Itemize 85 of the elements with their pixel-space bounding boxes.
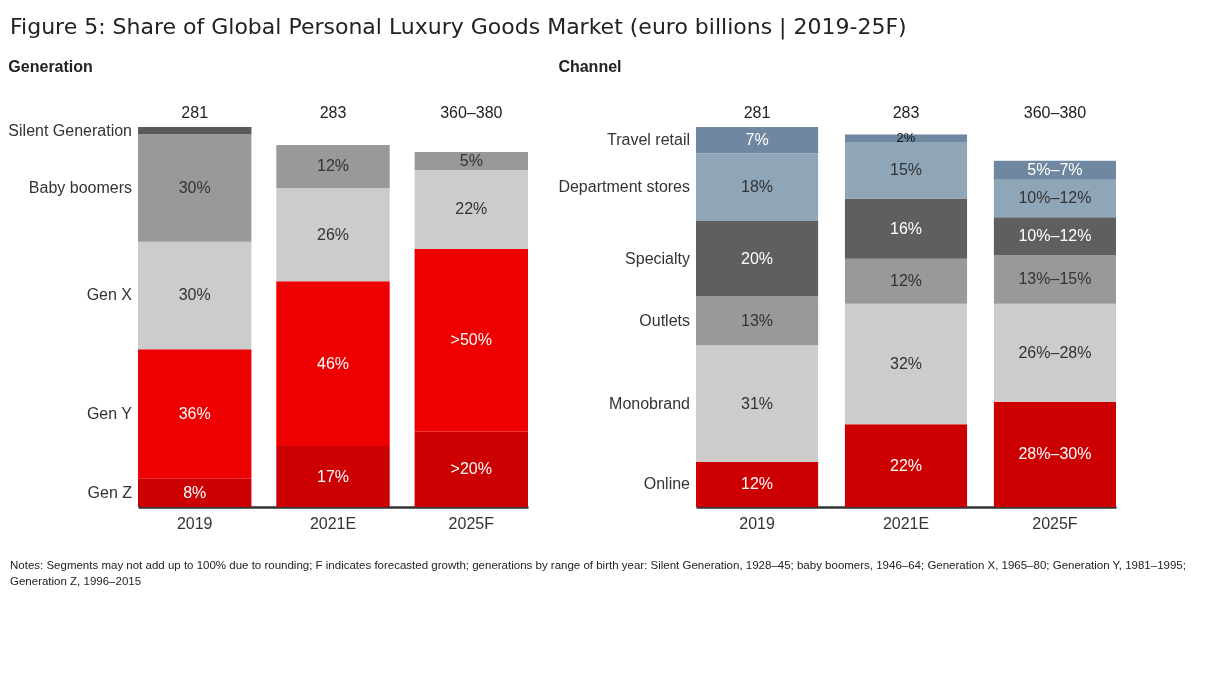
series-label: Silent Generation — [8, 121, 132, 139]
series-label: Department stores — [558, 178, 690, 196]
bar — [138, 134, 252, 242]
data-label: 2% — [896, 130, 916, 146]
series-label: Gen X — [86, 286, 133, 304]
data-label: 31% — [741, 394, 774, 412]
bar — [844, 198, 968, 259]
series-label: Baby boomers — [28, 178, 132, 196]
bar — [276, 446, 390, 507]
bar — [276, 281, 390, 447]
data-label: 18% — [741, 178, 774, 196]
data-label: >50% — [450, 331, 492, 349]
x-tick-label: 2025F — [1032, 514, 1078, 532]
data-label: 17% — [316, 467, 350, 485]
x-tick-label: 2021E — [309, 514, 357, 532]
series-label: Gen Z — [87, 483, 133, 501]
bar — [993, 401, 1116, 507]
bar — [696, 127, 819, 154]
chart-title: Figure 5: Share of Global Personal Luxury Goods Market (euro billions | 2019-25F) — [9, 13, 908, 42]
bar — [696, 221, 819, 297]
bar — [414, 152, 528, 171]
bar — [844, 142, 968, 199]
series-label: Travel retail — [607, 131, 690, 149]
series-label: Specialty — [625, 249, 690, 267]
data-label: 13% — [741, 311, 774, 329]
series-label: Online — [643, 475, 691, 493]
series-label: Monobrand — [609, 394, 690, 412]
bar — [138, 349, 252, 479]
data-label: 8% — [183, 483, 207, 501]
data-label: 10%–12% — [1018, 227, 1092, 245]
text: 360–380 — [1023, 104, 1087, 121]
data-label: 28%–30% — [1018, 445, 1092, 463]
data-label: 12% — [316, 157, 350, 175]
text: Notes: Segments may not add up to 100% due to rounding; F indicates forecasted growth; generations by range of birth year: Silent Generation, 1928–45; baby boomers, 1946–64; Generation X, 1965–80; Generation Y, 1981–1995; Generation Z, 1996–2015 — [9, 558, 1187, 589]
bar — [276, 187, 390, 282]
bar — [696, 461, 819, 507]
bar — [696, 345, 819, 462]
data-label: 15% — [889, 161, 923, 179]
bar — [414, 248, 528, 432]
bar — [844, 424, 968, 507]
data-label: 26%–28% — [1018, 343, 1092, 361]
text: 281 — [743, 104, 771, 121]
bar — [993, 254, 1116, 304]
bar — [993, 217, 1116, 255]
data-label: 5% — [459, 152, 483, 170]
bar — [696, 296, 819, 346]
series-label: Gen Y — [86, 404, 133, 422]
bar — [138, 127, 252, 135]
data-label: 22% — [455, 200, 488, 218]
bar — [276, 144, 390, 188]
data-label: 13%–15% — [1018, 270, 1092, 288]
bar — [138, 478, 252, 507]
data-label: 12% — [741, 475, 774, 493]
x-tick-label: 2019 — [176, 514, 213, 532]
bar — [844, 258, 968, 304]
bar — [993, 303, 1116, 402]
x-tick-label: 2021E — [882, 514, 930, 532]
x-tick-label: 2019 — [739, 514, 775, 532]
text: 283 — [319, 104, 347, 121]
data-label: 7% — [745, 131, 769, 149]
data-label: 26% — [316, 225, 350, 243]
data-label: 20% — [741, 249, 774, 267]
data-label: 22% — [889, 456, 923, 474]
text: 360–380 — [440, 104, 503, 121]
data-label: 36% — [178, 404, 211, 422]
bar — [696, 153, 819, 222]
data-label: 10%–12% — [1018, 189, 1092, 207]
data-label: >20% — [450, 460, 492, 478]
series-label: Outlets — [639, 311, 690, 329]
data-label: 46% — [316, 354, 350, 372]
bar — [844, 303, 968, 425]
chart-subtitle: Channel — [558, 58, 622, 75]
data-label: 30% — [178, 178, 211, 196]
text: 281 — [181, 104, 209, 121]
text: 283 — [892, 104, 920, 121]
data-label: 32% — [889, 355, 923, 373]
data-label: 12% — [889, 272, 923, 290]
x-tick-label: 2025F — [448, 514, 495, 532]
chart-subtitle: Generation — [8, 58, 93, 75]
data-label: 16% — [889, 219, 923, 237]
bar — [414, 431, 528, 507]
bar — [138, 241, 252, 350]
bar — [414, 170, 528, 249]
data-label: 5%–7% — [1027, 161, 1083, 179]
data-label: 30% — [178, 286, 211, 304]
